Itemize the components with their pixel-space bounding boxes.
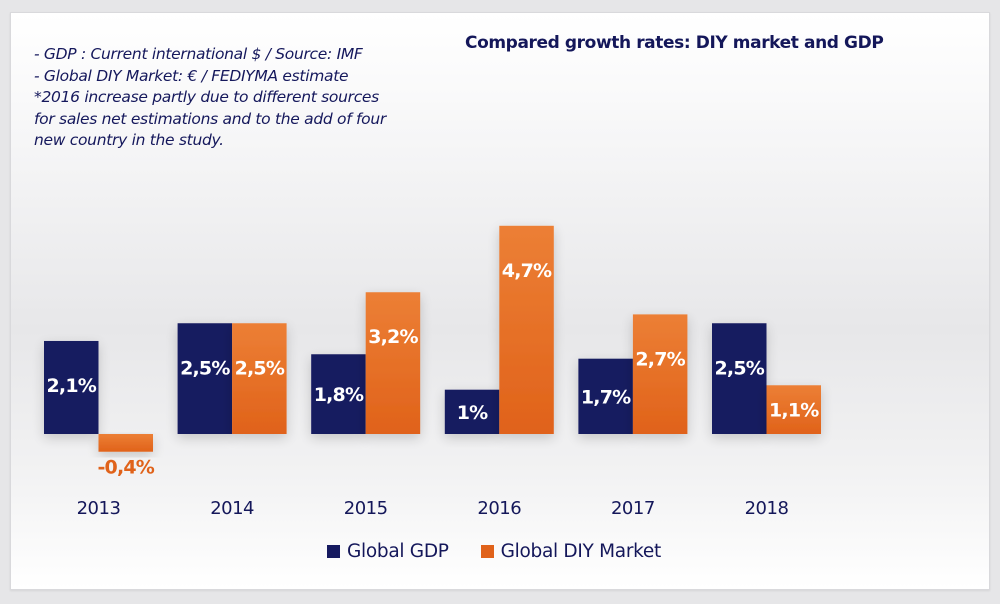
label-gdp-2014: 2,5% — [180, 357, 230, 379]
x-axis-ticks: 2013 2014 2015 2016 2017 2018 — [77, 498, 789, 519]
bar-gdp-2017[interactable] — [578, 358, 633, 434]
note-line: - Global DIY Market: € / FEDIYMA estimat… — [34, 66, 349, 85]
label-gdp-2016: 1% — [457, 402, 488, 424]
label-diy-2014: 2,5% — [235, 357, 285, 379]
x-tick-2013: 2013 — [77, 498, 121, 519]
label-diy-2017: 2,7% — [635, 348, 685, 370]
legend-swatch-gdp — [327, 545, 340, 558]
bar-gdp-2016[interactable] — [444, 389, 500, 434]
bars-layer — [44, 225, 822, 452]
x-tick-2014: 2014 — [210, 498, 254, 519]
x-tick-2015: 2015 — [344, 498, 388, 519]
label-diy-2018: 1,1% — [769, 400, 819, 422]
bar-gdp-2013[interactable] — [44, 340, 99, 434]
bar-gdp-2015[interactable] — [311, 354, 366, 434]
labels-layer: 2,1%-0,4%2,5% 2,5%1,8%3,2%1%4,7%1,7%2,7% 2… — [47, 260, 821, 479]
legend-label-gdp: Global GDP — [347, 541, 449, 562]
label-gdp-2018: 2,5% — [715, 357, 765, 379]
chart-notes: - GDP : Current international $ / Source… — [34, 44, 454, 152]
legend-swatch-diy — [480, 545, 494, 558]
bar-diy-2018[interactable] — [766, 385, 822, 434]
bar-gdp-2018[interactable] — [712, 323, 767, 434]
bar-gdp-2014[interactable] — [177, 323, 233, 434]
note-line: for sales net estimations and to the add… — [34, 109, 386, 128]
chart-title: Compared growth rates: DIY market and GD… — [465, 33, 884, 53]
note-line: *2016 increase partly due to different s… — [34, 88, 379, 106]
bar-diy-2013[interactable] — [98, 434, 154, 452]
legend-item-diy[interactable]: Global DIY Market — [480, 541, 662, 562]
label-gdp-2015: 1,8% — [314, 384, 364, 406]
legend: Global GDP Global DIY Market — [327, 541, 693, 562]
label-diy-2015: 3,2% — [368, 326, 418, 348]
label-gdp-2013: 2,1% — [47, 375, 97, 397]
note-line: - GDP : Current international $ / Source… — [34, 45, 363, 63]
x-tick-2017: 2017 — [611, 498, 655, 519]
x-tick-2016: 2016 — [477, 498, 521, 519]
bar-diy-2015[interactable] — [365, 292, 421, 434]
note-line: new country in the study. — [34, 131, 224, 149]
legend-label-diy: Global DIY Market — [500, 541, 662, 562]
label-diy-2013: -0,4% — [97, 457, 154, 479]
legend-item-gdp[interactable]: Global GDP — [327, 541, 449, 562]
label-gdp-2017: 1,7% — [581, 386, 631, 408]
bar-diy-2014[interactable] — [232, 323, 287, 434]
label-diy-2016: 4,7% — [502, 260, 552, 282]
x-tick-2018: 2018 — [745, 498, 789, 519]
bar-diy-2017[interactable] — [632, 314, 688, 434]
bar-diy-2016[interactable] — [499, 225, 554, 434]
